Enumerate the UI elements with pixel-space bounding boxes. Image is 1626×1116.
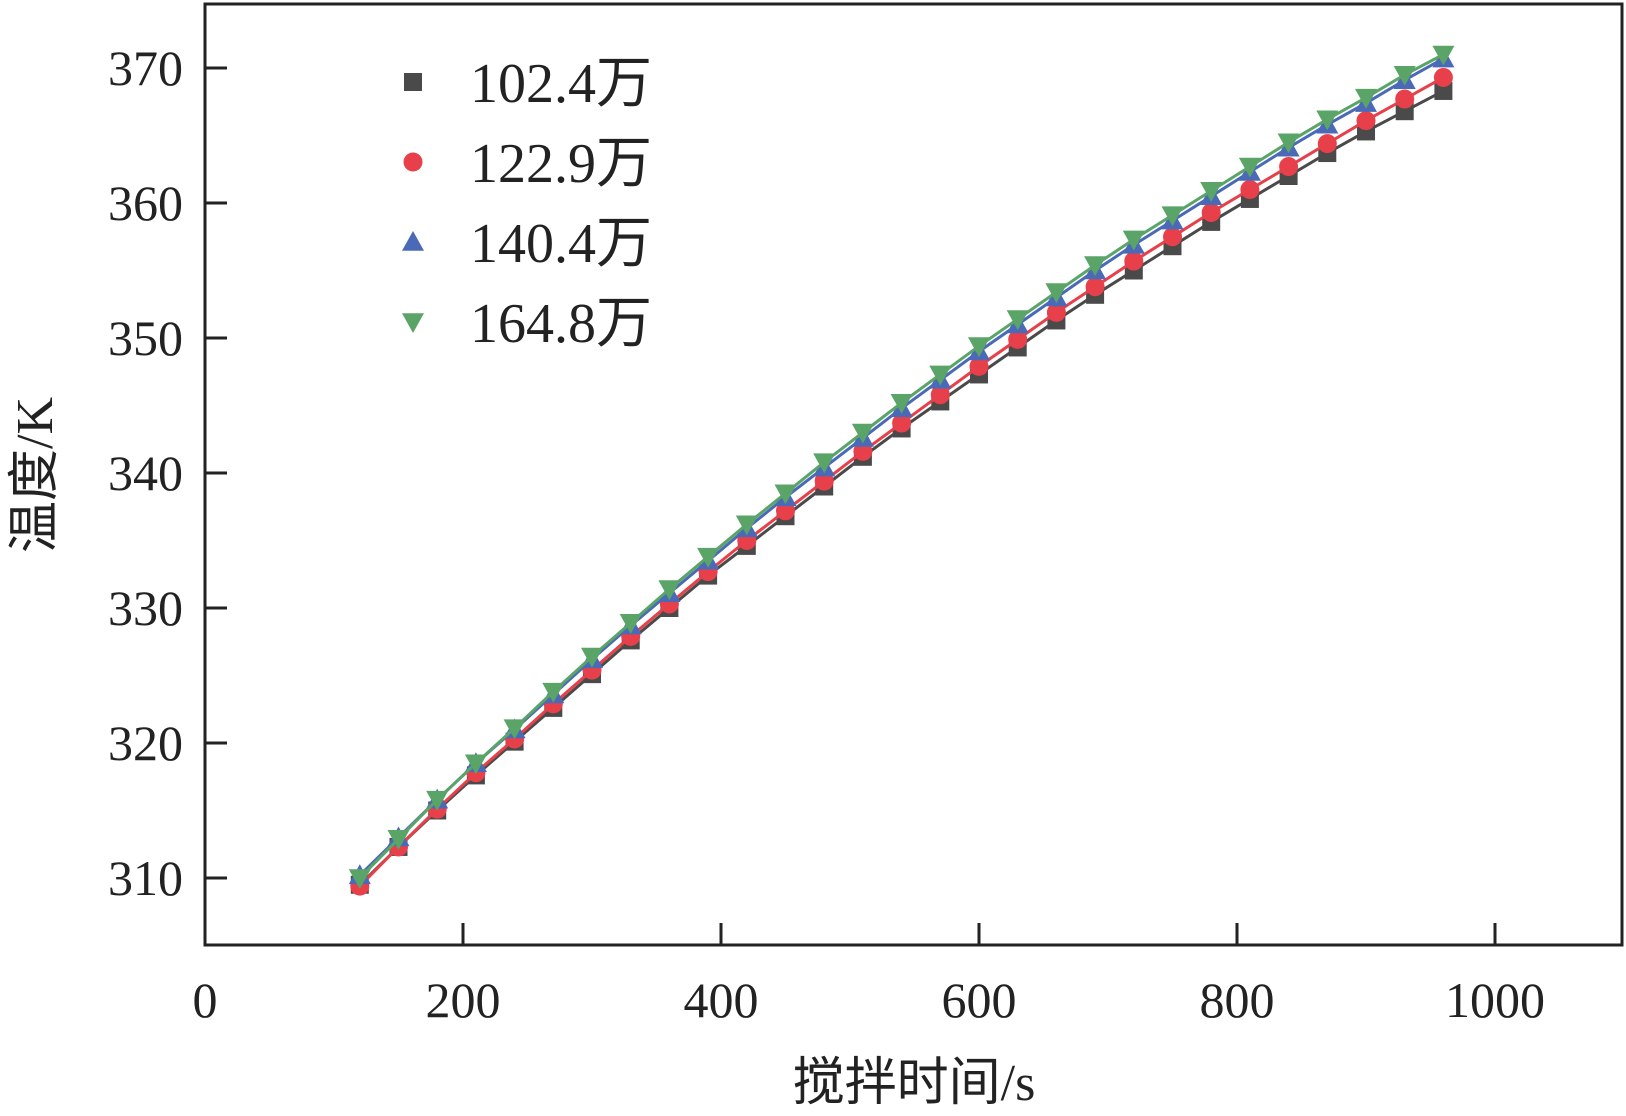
data-point — [464, 754, 487, 775]
data-point — [969, 356, 989, 376]
data-point — [697, 547, 720, 568]
legend-marker — [404, 73, 422, 91]
legend-marker — [402, 313, 424, 333]
data-point — [1163, 227, 1182, 247]
y-tick-label: 360 — [108, 175, 183, 231]
data-point — [1124, 251, 1144, 271]
data-point — [503, 719, 526, 740]
data-point — [1434, 81, 1453, 100]
data-point — [1355, 88, 1377, 109]
data-point — [619, 614, 642, 634]
data-point — [348, 869, 371, 889]
data-point — [930, 385, 950, 405]
y-axis-ticks: 310 320 330 340 350 360 370 — [108, 40, 227, 906]
data-point — [813, 453, 836, 474]
legend-label: 122.9万 — [470, 133, 652, 195]
data-point — [851, 423, 874, 444]
x-tick-label: 800 — [1200, 972, 1275, 1028]
series-layer — [348, 45, 1455, 896]
y-axis-title: 温度/K — [7, 397, 64, 553]
data-point — [1395, 89, 1415, 109]
legend-label: 102.4万 — [470, 53, 652, 115]
plot-frame — [203, 2, 1624, 947]
y-tick-label: 370 — [108, 40, 183, 96]
data-point — [1084, 256, 1107, 277]
data-point — [929, 365, 952, 386]
data-point — [1201, 202, 1221, 222]
x-tick-label: 0 — [193, 972, 218, 1028]
data-point — [892, 413, 912, 433]
data-point — [1240, 180, 1260, 199]
data-point — [658, 580, 681, 601]
data-point — [1008, 329, 1028, 349]
y-tick-label: 350 — [108, 310, 183, 366]
data-point — [1085, 277, 1105, 297]
data-point — [1006, 310, 1029, 331]
data-point — [968, 337, 990, 358]
data-point — [1238, 157, 1261, 178]
data-point — [581, 647, 603, 668]
series-line — [358, 76, 1445, 888]
x-tick-label: 400 — [684, 972, 759, 1028]
legend-label: 140.4万 — [470, 213, 652, 275]
y-tick-label: 340 — [108, 445, 183, 501]
data-point — [774, 484, 797, 505]
data-point — [1432, 45, 1455, 66]
data-point — [387, 830, 410, 850]
series-4 — [348, 45, 1455, 889]
data-point — [1356, 111, 1376, 131]
x-tick-label: 1000 — [1445, 972, 1545, 1028]
x-axis-ticks: 0 200 400 600 800 1000 — [193, 923, 1545, 1028]
data-point — [1045, 283, 1068, 304]
y-tick-label: 330 — [108, 580, 183, 636]
y-tick-label: 310 — [108, 850, 183, 906]
legend-marker — [402, 231, 424, 251]
data-point — [890, 394, 913, 414]
y-tick-label: 320 — [108, 715, 183, 771]
legend-label: 164.8万 — [470, 293, 652, 355]
series-line — [358, 89, 1445, 886]
data-point — [1046, 302, 1066, 322]
data-point — [1122, 230, 1145, 251]
data-point — [1279, 157, 1299, 177]
data-point — [1433, 67, 1453, 87]
data-point — [1317, 134, 1337, 154]
data-point — [1161, 206, 1184, 227]
data-point — [1277, 133, 1300, 154]
legend: 102.4万 122.9万 140.4万 164.8万 — [402, 53, 652, 355]
data-point — [735, 515, 758, 536]
x-tick-label: 200 — [426, 972, 501, 1028]
x-axis-title: 搅拌时间/s — [793, 1055, 1036, 1112]
data-point — [542, 682, 565, 703]
legend-marker — [403, 152, 423, 172]
data-point — [1393, 65, 1416, 86]
data-point — [426, 790, 449, 811]
series-1 — [350, 81, 1453, 894]
data-point — [1316, 110, 1339, 131]
x-tick-label: 600 — [942, 972, 1017, 1028]
data-point — [1200, 182, 1223, 202]
